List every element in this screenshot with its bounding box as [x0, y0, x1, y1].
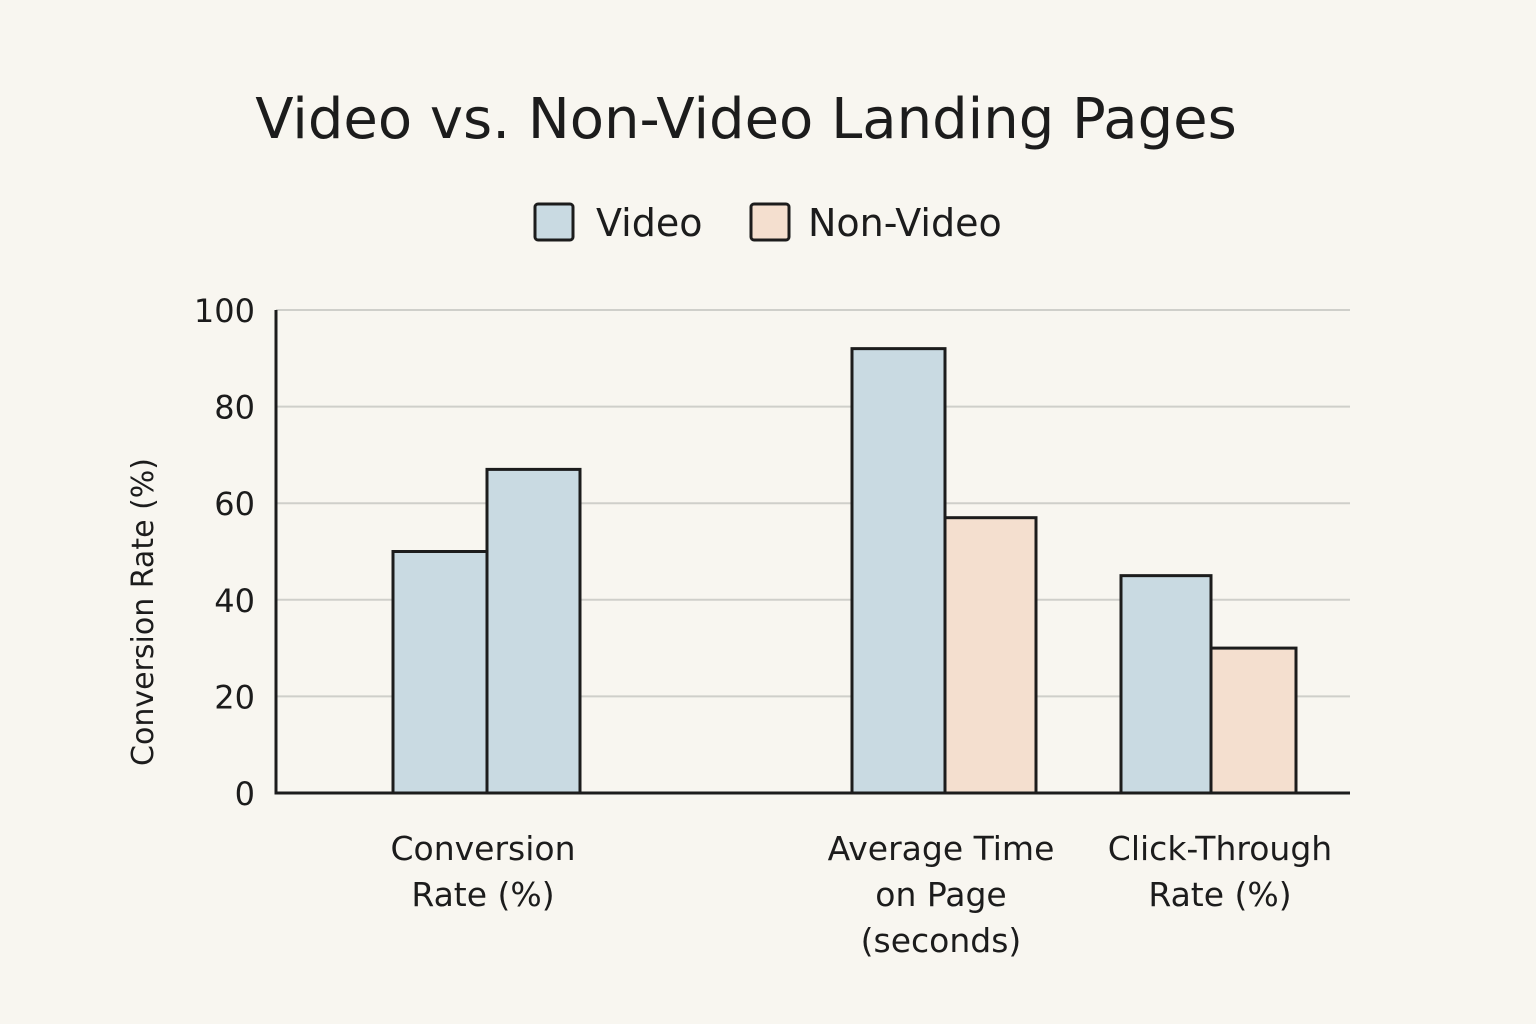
legend-swatch-non-video	[749, 202, 791, 242]
bar-video-1	[391, 550, 489, 795]
bar-video-3	[1119, 574, 1213, 795]
category-label-2: Average Time on Page (seconds)	[828, 829, 1055, 960]
bar-non-video-3	[1209, 646, 1298, 795]
y-tick-label-0: 0	[235, 775, 255, 813]
y-tick-label-40: 40	[214, 582, 255, 620]
bar-video-2	[850, 347, 947, 795]
category-labels: Conversion Rate (%) Average Time on Page (se…	[390, 829, 1332, 960]
bars	[391, 347, 1298, 795]
y-tick-label-20: 20	[214, 678, 255, 716]
category-label-3: Click-Through Rate (%)	[1108, 829, 1332, 914]
y-tick-label-100: 100	[194, 292, 255, 330]
bar-non-video-2	[943, 516, 1038, 795]
y-tick-labels: 0 20 40 60 80 100	[194, 292, 255, 813]
y-tick-label-80: 80	[214, 389, 255, 427]
legend-swatch-video	[533, 202, 575, 242]
y-axis-label: Conversion Rate (%)	[126, 458, 161, 766]
chart-title: Video vs. Non-Video Landing Pages	[255, 87, 1237, 152]
y-tick-label-60: 60	[214, 485, 255, 523]
legend: Video Non-Video	[533, 201, 1002, 245]
legend-label-non-video: Non-Video	[808, 201, 1002, 245]
axes	[274, 310, 1350, 795]
category-label-1: Conversion Rate (%)	[390, 829, 575, 914]
legend-label-video: Video	[596, 201, 702, 245]
bar-non-video-1	[485, 467, 582, 795]
